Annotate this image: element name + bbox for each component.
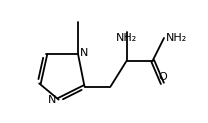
Text: O: O [158, 72, 167, 82]
Text: NH₂: NH₂ [116, 33, 137, 43]
Text: N: N [48, 95, 57, 105]
Text: N: N [80, 48, 89, 58]
Text: NH₂: NH₂ [166, 33, 187, 43]
